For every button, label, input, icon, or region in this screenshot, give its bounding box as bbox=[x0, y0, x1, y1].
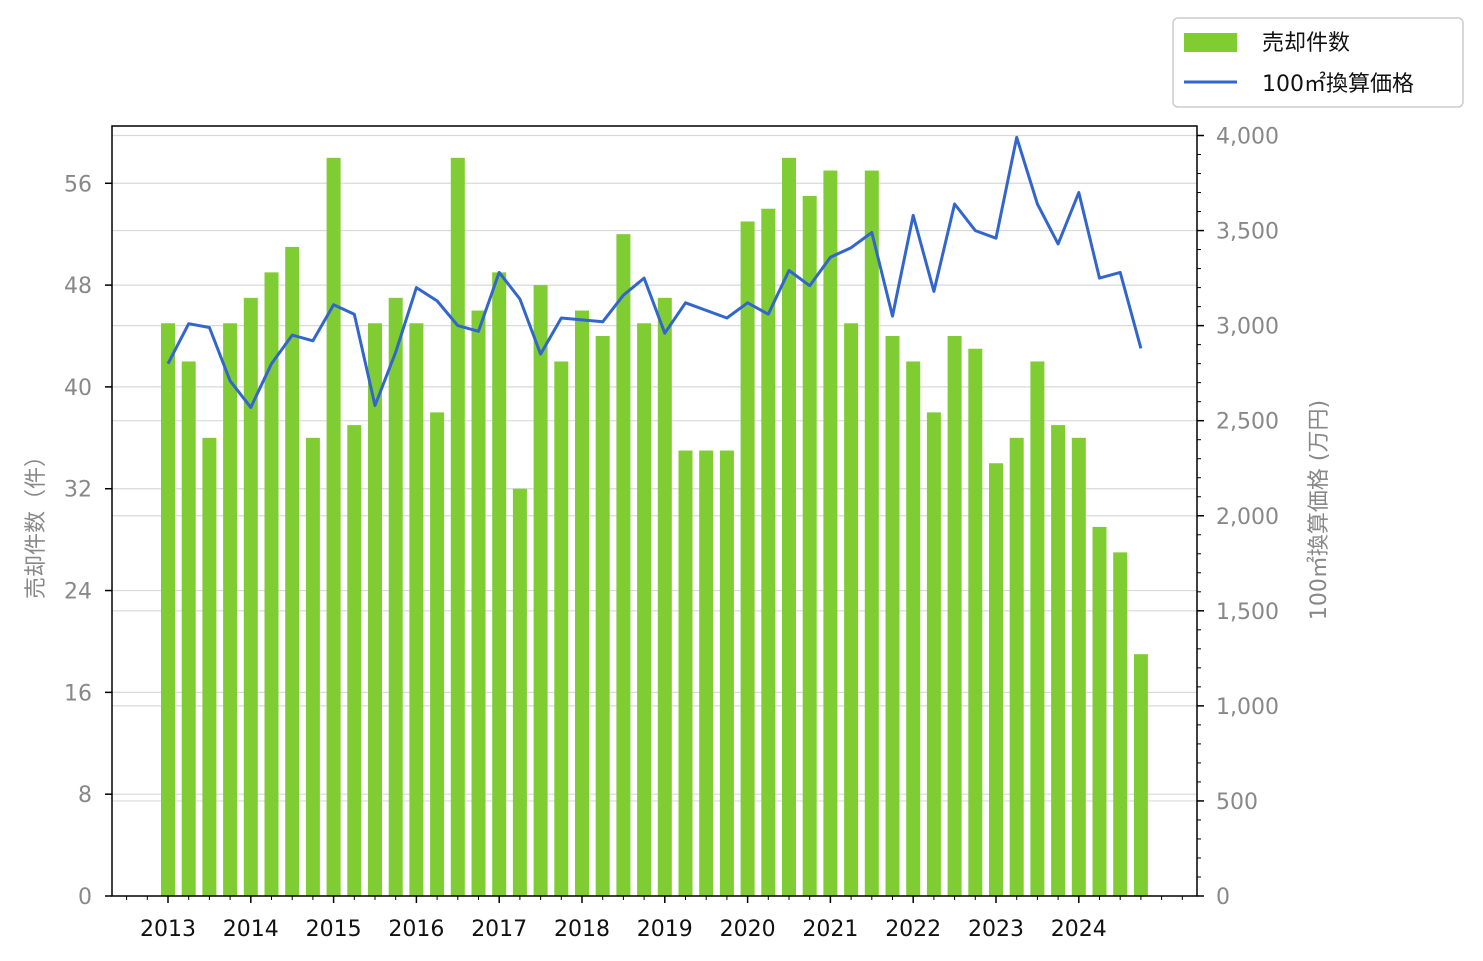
legend-box bbox=[1172, 17, 1464, 108]
right-tick-label: 1,500 bbox=[1216, 600, 1279, 625]
left-tick-label: 24 bbox=[64, 580, 92, 605]
x-tick-label: 2022 bbox=[885, 917, 941, 942]
bar bbox=[575, 310, 589, 897]
left-tick-label: 16 bbox=[64, 681, 92, 706]
bar bbox=[1113, 552, 1128, 896]
right-tick-label: 1,000 bbox=[1216, 695, 1279, 720]
bar bbox=[844, 323, 859, 897]
bar bbox=[326, 157, 341, 896]
x-tick-label: 2015 bbox=[306, 917, 362, 942]
bar bbox=[409, 323, 424, 897]
bar bbox=[1051, 425, 1066, 896]
right-axis-title: 100㎡換算価格 (万円) bbox=[1306, 400, 1332, 620]
x-tick-label: 2017 bbox=[471, 917, 527, 942]
bar bbox=[926, 412, 941, 896]
bar bbox=[637, 323, 652, 897]
bar bbox=[616, 234, 631, 896]
x-tick-label: 2024 bbox=[1051, 917, 1107, 942]
bar bbox=[595, 336, 610, 896]
bar bbox=[782, 157, 796, 896]
right-tick-label: 4,000 bbox=[1216, 125, 1279, 150]
bar bbox=[285, 246, 300, 897]
bar bbox=[430, 412, 445, 896]
bar bbox=[181, 361, 196, 896]
left-tick-label: 40 bbox=[64, 376, 92, 401]
x-tick-label: 2013 bbox=[140, 917, 196, 942]
bar bbox=[368, 323, 382, 897]
x-tick-label: 2023 bbox=[968, 917, 1024, 942]
plot-frame bbox=[111, 125, 1198, 897]
x-tick-label: 2014 bbox=[223, 917, 279, 942]
bar bbox=[202, 437, 217, 896]
bar bbox=[823, 170, 838, 896]
legend: 売却件数 100㎡換算価格 bbox=[1172, 17, 1464, 108]
legend-bar-label: 売却件数 bbox=[1262, 31, 1350, 56]
left-tick-label: 8 bbox=[78, 783, 92, 808]
bar bbox=[802, 196, 817, 896]
right-tick-label: 2,000 bbox=[1216, 505, 1279, 530]
line-series bbox=[166, 135, 1143, 409]
x-tick-label: 2021 bbox=[802, 917, 858, 942]
bar-series bbox=[161, 157, 1148, 897]
right-tick-label: 0 bbox=[1216, 885, 1230, 910]
bar bbox=[512, 488, 527, 896]
bar bbox=[1009, 437, 1024, 896]
bar bbox=[161, 323, 175, 897]
bar bbox=[968, 348, 983, 896]
bar bbox=[989, 463, 1003, 896]
left-tick-label: 56 bbox=[64, 172, 92, 197]
left-tick-label: 0 bbox=[78, 885, 92, 910]
bar bbox=[740, 221, 755, 897]
bar bbox=[471, 310, 486, 897]
x-tick-label: 2020 bbox=[720, 917, 776, 942]
bar bbox=[223, 323, 238, 897]
bar bbox=[719, 450, 734, 896]
bar bbox=[243, 297, 258, 896]
bar bbox=[305, 437, 320, 896]
left-axis: 0 8 16 24 32 40 48 56 bbox=[64, 172, 112, 910]
price-line bbox=[166, 135, 1143, 409]
bar bbox=[657, 297, 672, 896]
left-axis-title: 売却件数（件） bbox=[24, 445, 49, 599]
legend-line-label: 100㎡換算価格 bbox=[1262, 71, 1414, 97]
x-axis: 2013 2014 2015 2016 2017 2018 2019 2020 2021 2022… bbox=[126, 896, 1183, 942]
bar bbox=[699, 450, 714, 896]
bar bbox=[1071, 437, 1086, 896]
left-tick-label: 32 bbox=[64, 478, 92, 503]
x-tick-label: 2018 bbox=[554, 917, 610, 942]
legend-bar-swatch bbox=[1184, 33, 1237, 52]
bar bbox=[1092, 526, 1107, 896]
right-tick-label: 3,500 bbox=[1216, 220, 1279, 245]
bar bbox=[264, 272, 279, 896]
bar bbox=[761, 208, 776, 896]
right-tick-label: 500 bbox=[1216, 790, 1258, 815]
bar bbox=[1030, 361, 1045, 896]
bar bbox=[864, 170, 879, 896]
x-tick-label: 2016 bbox=[388, 917, 444, 942]
right-axis: 0 500 1,000 1,500 2,000 2,500 3,000 3,500 4,000 bbox=[1197, 125, 1279, 910]
x-tick-label: 2019 bbox=[637, 917, 693, 942]
bar bbox=[678, 450, 693, 896]
right-tick-label: 3,000 bbox=[1216, 315, 1279, 340]
bar bbox=[885, 336, 900, 896]
bar bbox=[947, 336, 962, 896]
bar bbox=[492, 272, 507, 896]
bar bbox=[533, 285, 548, 896]
bar bbox=[554, 361, 569, 896]
right-tick-label: 2,500 bbox=[1216, 410, 1279, 435]
left-tick-label: 48 bbox=[64, 274, 92, 299]
bar bbox=[450, 157, 465, 896]
bar bbox=[388, 297, 403, 896]
bar bbox=[906, 361, 921, 896]
bar bbox=[1133, 654, 1148, 896]
bar bbox=[347, 425, 362, 896]
